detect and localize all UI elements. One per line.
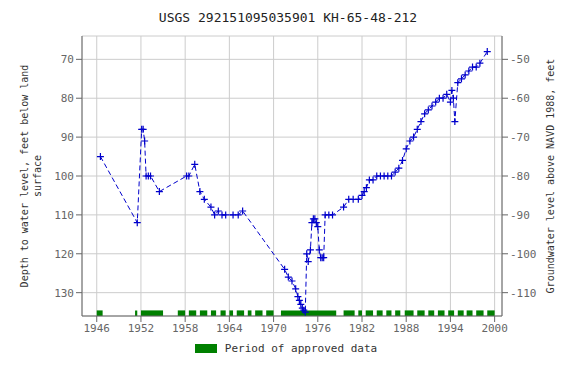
- svg-text:-100: -100: [510, 248, 537, 261]
- svg-text:-60: -60: [510, 92, 530, 105]
- svg-text:1958: 1958: [172, 322, 199, 335]
- svg-text:110: 110: [54, 209, 74, 222]
- svg-text:1988: 1988: [393, 322, 420, 335]
- svg-text:-80: -80: [510, 170, 530, 183]
- svg-text:1964: 1964: [216, 322, 243, 335]
- svg-text:-70: -70: [510, 131, 530, 144]
- svg-text:Depth to water level, feet bel: Depth to water level, feet below land: [19, 65, 30, 288]
- svg-text:-110: -110: [510, 287, 537, 300]
- svg-text:1970: 1970: [260, 322, 287, 335]
- html-text:Period of approved data: Period of approved data: [224, 342, 378, 355]
- html-text:USGS 292151095035901 KH-65-48-: USGS 292151095035901 KH-65-48-212: [158, 10, 418, 25]
- svg-text:120: 120: [54, 248, 74, 261]
- svg-text:Groundwater level above NAVD 1: Groundwater level above NAVD 1988, feet: [545, 59, 556, 294]
- svg-text:-50: -50: [510, 53, 530, 66]
- svg-text:90: 90: [61, 131, 74, 144]
- svg-text:-90: -90: [510, 209, 530, 222]
- svg-text:1994: 1994: [437, 322, 464, 335]
- svg-text:1952: 1952: [128, 322, 155, 335]
- svg-text:130: 130: [54, 287, 74, 300]
- svg-text:70: 70: [61, 53, 74, 66]
- svg-text:surface: surface: [32, 155, 43, 197]
- svg-text:1946: 1946: [83, 322, 110, 335]
- svg-text:100: 100: [54, 170, 74, 183]
- svg-text:2000: 2000: [481, 322, 508, 335]
- svg-text:80: 80: [61, 92, 74, 105]
- svg-text:1982: 1982: [349, 322, 376, 335]
- svg-text:1976: 1976: [305, 322, 332, 335]
